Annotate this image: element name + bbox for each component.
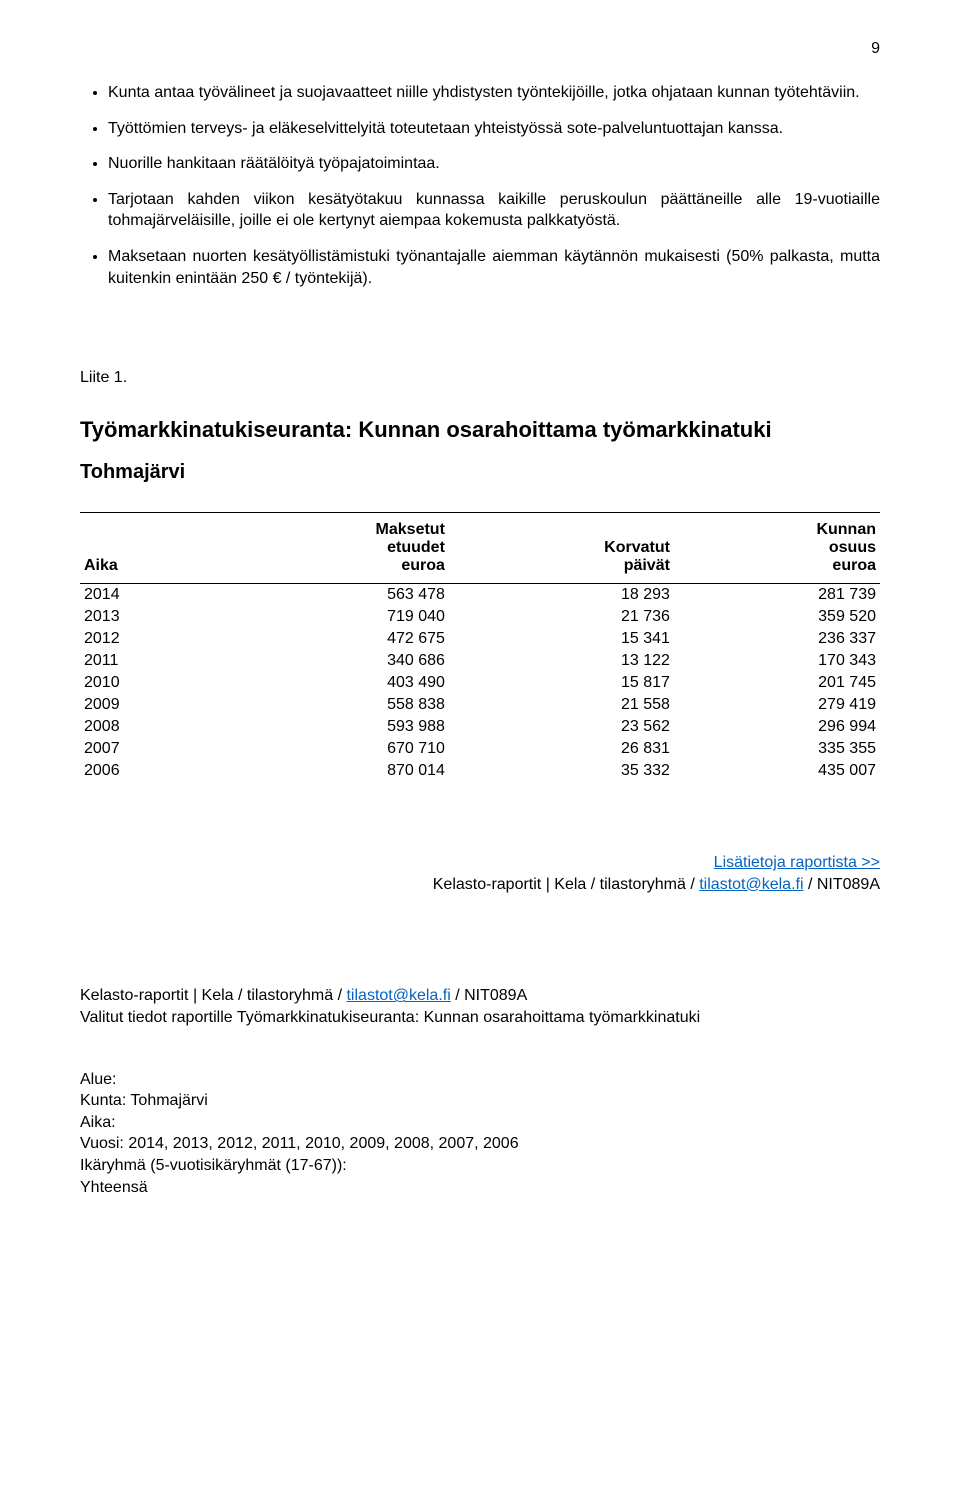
- more-info-link[interactable]: Lisätietoja raportista >>: [714, 854, 880, 871]
- col-osuus: Kunnan osuus euroa: [674, 513, 880, 584]
- col-paivat: Korvatut päivät: [449, 513, 674, 584]
- table-row: 2007670 71026 831335 355: [80, 738, 880, 760]
- report-title: Työmarkkinatukiseuranta: Kunnan osarahoi…: [80, 417, 880, 443]
- table-row: 2013719 04021 736359 520: [80, 606, 880, 628]
- col-aika: Aika: [80, 513, 213, 584]
- filter-aika: Aika:: [80, 1112, 880, 1134]
- report-info-left: Kelasto-raportit | Kela / tilastoryhmä /…: [80, 985, 880, 1028]
- table-row: 2010403 49015 817201 745: [80, 672, 880, 694]
- email-link[interactable]: tilastot@kela.fi: [346, 987, 450, 1004]
- source-suffix: / NIT089A: [451, 987, 527, 1004]
- source-suffix: / NIT089A: [804, 876, 880, 893]
- bullet-item: Kunta antaa työvälineet ja suojavaatteet…: [108, 82, 880, 104]
- report-subtitle: Tohmajärvi: [80, 461, 880, 484]
- table-row: 2006870 01435 332435 007: [80, 760, 880, 782]
- selected-info: Valitut tiedot raportille Työmarkkinatuk…: [80, 1009, 700, 1026]
- filter-kunta: Kunta: Tohmajärvi: [80, 1090, 880, 1112]
- filter-block: Alue: Kunta: Tohmajärvi Aika: Vuosi: 201…: [80, 1069, 880, 1199]
- table-header-row: Aika Maksetut etuudet euroa Korvatut päi…: [80, 513, 880, 584]
- attachment-label: Liite 1.: [80, 369, 880, 387]
- table-row: 2009558 83821 558279 419: [80, 694, 880, 716]
- table-row: 2014563 47818 293281 739: [80, 584, 880, 607]
- report-info-right: Lisätietoja raportista >> Kelasto-raport…: [80, 852, 880, 895]
- filter-yht: Yhteensä: [80, 1177, 880, 1199]
- bullet-item: Tarjotaan kahden viikon kesätyötakuu kun…: [108, 189, 880, 232]
- bullet-item: Maksetaan nuorten kesätyöllistämistuki t…: [108, 246, 880, 289]
- table-row: 2012472 67515 341236 337: [80, 628, 880, 650]
- filter-vuosi: Vuosi: 2014, 2013, 2012, 2011, 2010, 200…: [80, 1133, 880, 1155]
- bullet-item: Työttömien terveys- ja eläkeselvittelyit…: [108, 118, 880, 140]
- email-link[interactable]: tilastot@kela.fi: [699, 876, 803, 893]
- table-row: 2011340 68613 122170 343: [80, 650, 880, 672]
- table-row: 2008593 98823 562296 994: [80, 716, 880, 738]
- source-text: Kelasto-raportit | Kela / tilastoryhmä /: [80, 987, 346, 1004]
- col-etuudet: Maksetut etuudet euroa: [213, 513, 449, 584]
- data-table: Aika Maksetut etuudet euroa Korvatut päi…: [80, 512, 880, 782]
- filter-ika: Ikäryhmä (5-vuotisikäryhmät (17-67)):: [80, 1155, 880, 1177]
- bullet-item: Nuorille hankitaan räätälöityä työpajato…: [108, 153, 880, 175]
- filter-alue: Alue:: [80, 1069, 880, 1091]
- table-body: 2014563 47818 293281 739 2013719 04021 7…: [80, 584, 880, 783]
- source-text: Kelasto-raportit | Kela / tilastoryhmä /: [433, 876, 699, 893]
- page-number: 9: [80, 40, 880, 58]
- bullet-list: Kunta antaa työvälineet ja suojavaatteet…: [80, 82, 880, 289]
